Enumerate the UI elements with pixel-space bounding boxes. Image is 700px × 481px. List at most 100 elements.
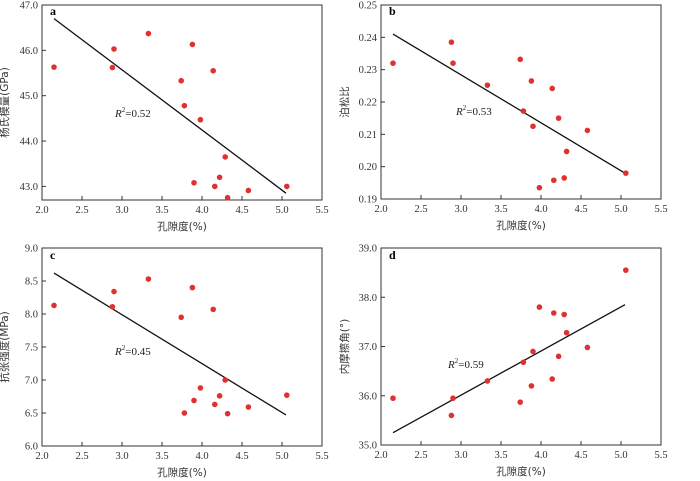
r-squared-exponent: 2 — [122, 106, 126, 114]
x-tick-label: 5.0 — [275, 205, 288, 216]
r-squared-symbol: R — [114, 108, 122, 120]
data-point — [197, 385, 204, 391]
y-tick-label: 0.25 — [359, 1, 377, 12]
r-squared-exponent: 2 — [122, 344, 126, 352]
x-tick-label: 5.0 — [614, 204, 627, 215]
data-point — [448, 412, 455, 419]
data-point — [109, 303, 116, 310]
panel-letter: d — [389, 248, 396, 262]
regression-line — [53, 18, 287, 194]
y-tick-label: 37.0 — [359, 342, 377, 353]
panel-d: 2.0 2.5 3.0 3.5 4.0 4.5 5.0 5.5 35.0 36.0 37.0 38.0… — [338, 244, 668, 479]
y-tick-label: 47.0 — [20, 1, 38, 12]
data-point — [145, 276, 152, 282]
x-tick-label: 5.0 — [275, 451, 288, 462]
r-squared-exponent: 2 — [455, 357, 459, 365]
panel-letter: b — [389, 4, 396, 18]
x-tick-label: 2.0 — [35, 205, 48, 216]
x-tick-label: 2.5 — [75, 205, 88, 216]
x-tick-label: 5.5 — [654, 204, 667, 215]
r-squared-value: =0.53 — [466, 106, 492, 118]
y-tick-label: 0.24 — [359, 33, 378, 44]
r-squared-label: R2=0.45 — [114, 344, 151, 358]
data-point — [51, 302, 57, 309]
data-point — [212, 183, 218, 190]
y-tick-label: 46.0 — [20, 46, 38, 57]
data-point — [212, 401, 218, 408]
data-point — [390, 60, 396, 66]
panel-letter: a — [50, 4, 56, 18]
x-tick-label: 2.0 — [35, 451, 48, 462]
y-axis-label: 内摩擦角(°) — [338, 319, 351, 374]
x-tick-label: 3.5 — [494, 450, 507, 461]
data-point — [584, 344, 591, 351]
data-point — [520, 108, 527, 114]
data-point — [517, 399, 523, 405]
data-point — [181, 102, 188, 109]
x-tick-label: 2.5 — [414, 204, 427, 215]
data-point — [390, 395, 396, 402]
data-point — [520, 359, 527, 366]
y-tick-label: 8.5 — [25, 277, 38, 288]
x-tick-label: 2.0 — [374, 204, 387, 215]
data-point — [51, 64, 57, 70]
x-tick-label: 4.5 — [235, 451, 248, 462]
y-axis-label: 杨氏模量(GPa) — [0, 67, 11, 138]
y-tick-label: 0.19 — [359, 195, 377, 206]
data-point — [224, 194, 231, 201]
x-tick-label: 5.5 — [654, 450, 667, 461]
x-tick-label: 5.0 — [614, 450, 627, 461]
regression-line — [53, 272, 287, 416]
data-point — [284, 392, 290, 398]
x-tick-label: 2.5 — [75, 451, 88, 462]
y-tick-label: 6.5 — [25, 409, 38, 420]
data-point — [484, 82, 491, 88]
data-point — [484, 378, 491, 384]
r-squared-label: R2=0.53 — [455, 104, 492, 118]
x-axis-label: 孔隙度(%) — [496, 219, 546, 232]
data-point — [450, 395, 456, 402]
y-tick-label: 0.21 — [359, 130, 377, 141]
x-tick-label: 3.5 — [155, 205, 168, 216]
data-point — [178, 77, 184, 84]
data-point — [551, 177, 557, 184]
data-point — [549, 85, 555, 92]
x-tick-label: 4.5 — [574, 450, 587, 461]
regression-line — [392, 304, 626, 434]
data-point — [245, 187, 252, 194]
r-squared-exponent: 2 — [463, 104, 467, 112]
panel-b: 2.0 2.5 3.0 3.5 4.0 4.5 5.0 5.5 0.19 0.20 0.21 0.22… — [338, 1, 668, 233]
x-tick-label: 4.0 — [195, 451, 208, 462]
data-point — [197, 116, 204, 123]
y-tick-label: 44.0 — [20, 137, 38, 148]
data-point — [181, 410, 188, 416]
x-tick-label: 4.0 — [534, 204, 547, 215]
data-point — [536, 184, 543, 191]
regression-line — [392, 33, 626, 174]
y-tick-label: 39.0 — [359, 244, 377, 255]
data-point — [517, 56, 523, 63]
data-point — [210, 306, 216, 313]
data-point — [563, 148, 570, 155]
y-tick-label: 7.0 — [25, 376, 38, 387]
x-tick-label: 3.5 — [494, 204, 507, 215]
x-tick-label: 3.0 — [115, 451, 128, 462]
data-point — [448, 39, 455, 45]
y-tick-label: 6.0 — [25, 442, 38, 453]
data-point — [189, 41, 196, 48]
data-point — [191, 397, 197, 404]
data-point — [109, 64, 116, 71]
data-point — [561, 311, 567, 318]
data-point — [210, 67, 216, 74]
data-point — [530, 123, 536, 130]
data-point — [222, 377, 228, 383]
y-axis-label: 抗张强度(MPa) — [0, 311, 11, 383]
data-point — [245, 404, 252, 410]
data-point — [189, 284, 196, 291]
x-tick-label: 5.5 — [315, 205, 328, 216]
y-tick-label: 8.0 — [25, 310, 38, 321]
y-tick-label: 9.0 — [25, 244, 38, 255]
data-point — [551, 310, 557, 316]
data-point — [145, 30, 152, 37]
